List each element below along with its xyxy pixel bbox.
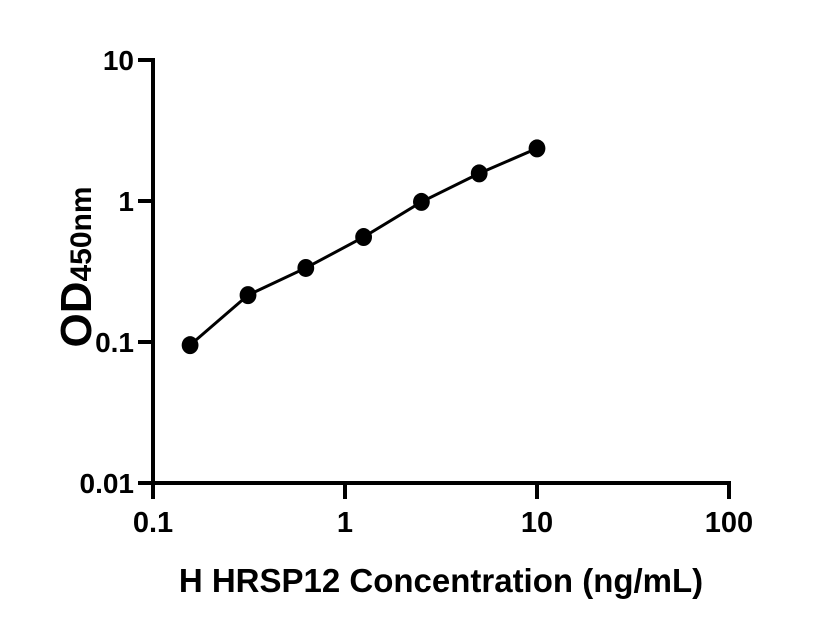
y-axis-title: OD450nm	[52, 186, 101, 347]
data-point	[413, 192, 430, 211]
y-axis-title-main: OD	[52, 282, 101, 348]
data-point	[297, 258, 315, 277]
x-axis-title: H HRSP12 Concentration (ng/mL)	[179, 562, 703, 599]
y-tick-label: 10	[103, 45, 134, 76]
tick-labels: 10 1 0.1 0.01 0.1 1 10 100	[80, 45, 754, 539]
data-point	[528, 139, 546, 158]
y-tick-label: 1	[118, 186, 134, 217]
axes	[138, 58, 731, 499]
x-tick-label: 0.1	[133, 507, 173, 539]
x-tick-label: 1	[337, 507, 353, 539]
y-tick-label: 0.01	[80, 468, 135, 499]
data-point	[239, 286, 257, 305]
data-point	[470, 164, 488, 183]
y-tick-label: 0.1	[95, 327, 134, 358]
data-series	[181, 139, 546, 355]
x-tick-label: 10	[521, 507, 553, 539]
y-axis-title-subscript: 450nm	[65, 186, 98, 281]
data-point	[355, 228, 373, 247]
data-point	[181, 336, 199, 355]
x-tick-label: 100	[705, 507, 753, 539]
